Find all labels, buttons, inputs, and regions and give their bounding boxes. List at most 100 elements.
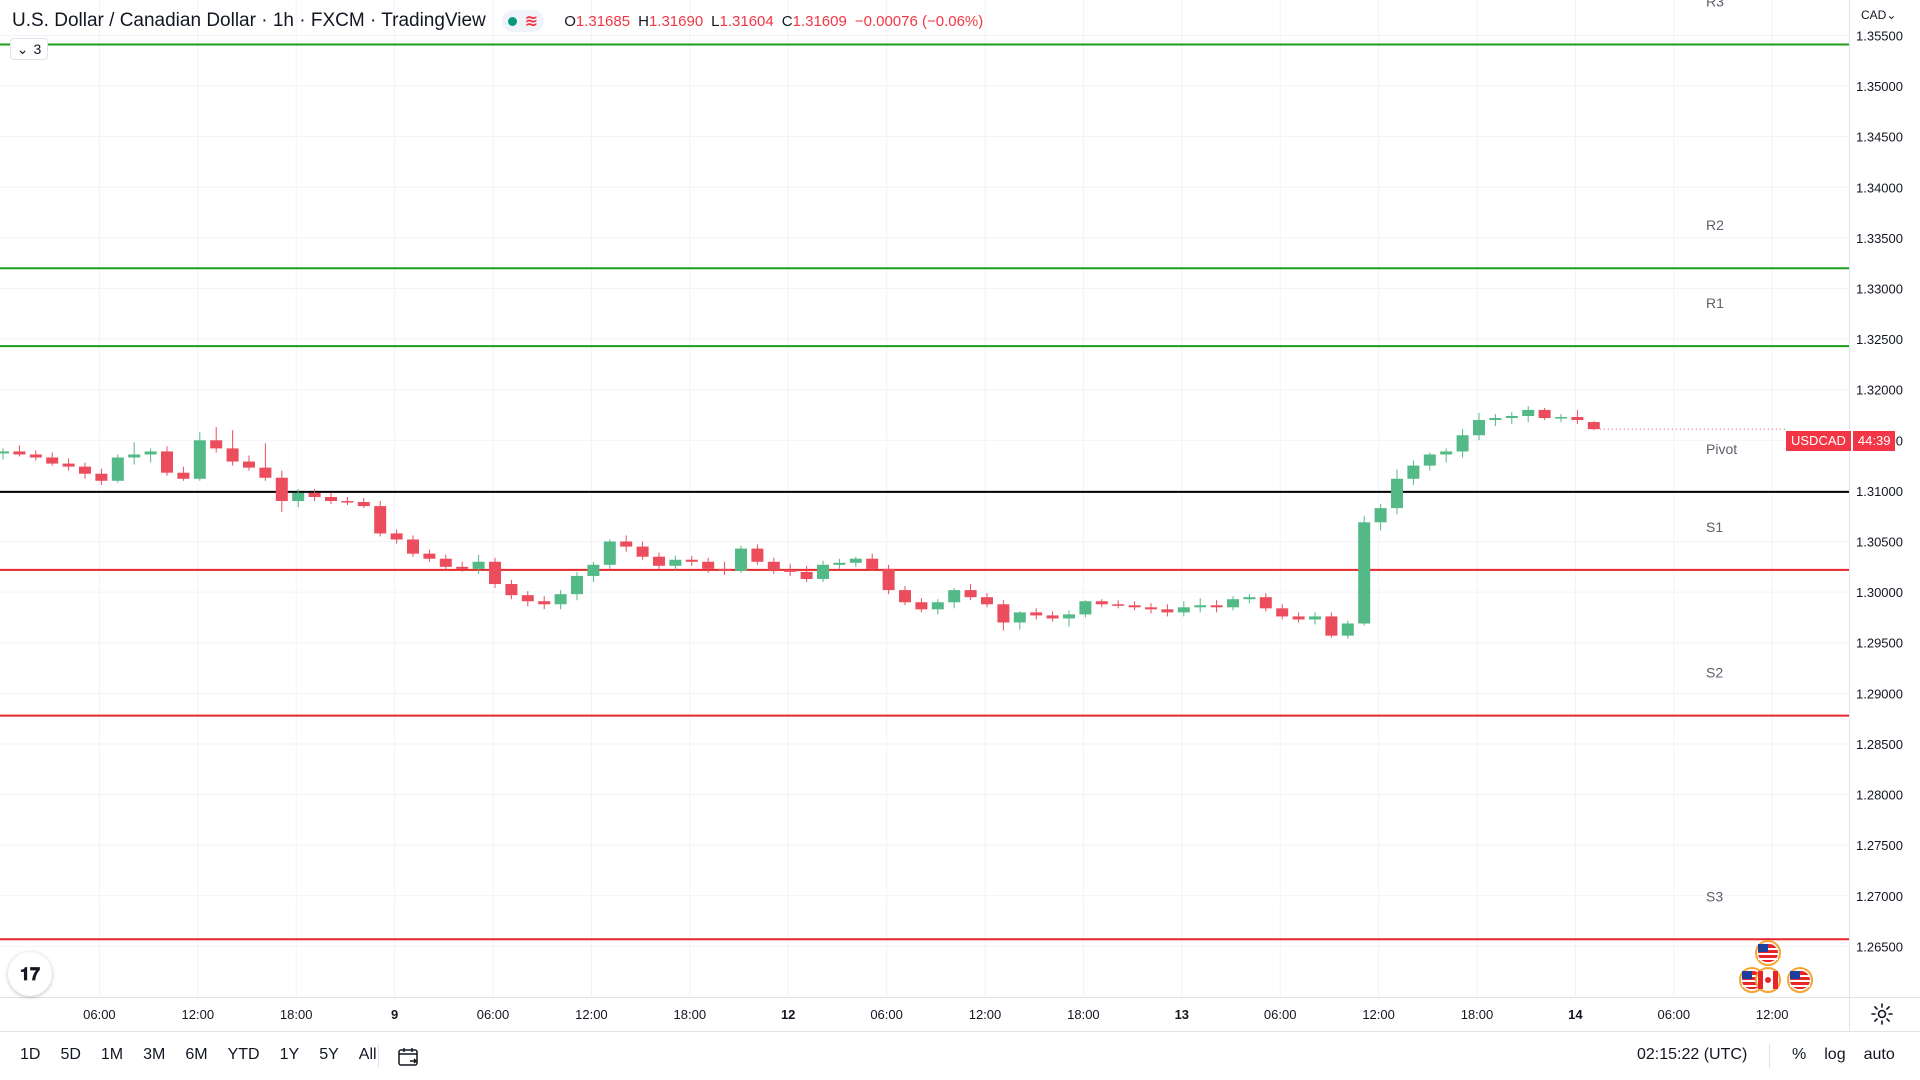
candle-body: [357, 502, 370, 507]
tradingview-logo-icon[interactable]: 𝟏𝟕: [8, 952, 52, 996]
scale-button-percent[interactable]: %: [1792, 1046, 1807, 1063]
candle: [833, 558, 846, 569]
candle-body: [571, 575, 583, 595]
pivot-label-r1: R1: [1706, 295, 1724, 311]
candle: [1440, 448, 1453, 463]
candle: [931, 599, 944, 615]
candle-body: [128, 454, 141, 458]
candle-body: [653, 556, 665, 566]
range-button-3m[interactable]: 3M: [143, 1046, 166, 1063]
candle: [685, 555, 698, 566]
candle: [1259, 593, 1272, 612]
economic-events[interactable]: [1739, 940, 1813, 993]
candle-body: [1440, 451, 1453, 455]
candle: [1079, 600, 1092, 618]
ca-flag-icon[interactable]: [1755, 967, 1781, 993]
candle-body: [1046, 615, 1059, 619]
price-tick-label: 1.28000: [1856, 788, 1903, 803]
candle: [997, 600, 1010, 631]
candle-body: [243, 461, 255, 468]
range-button-1d[interactable]: 1D: [20, 1046, 41, 1063]
candle-body: [1210, 605, 1223, 608]
calendar-range-icon[interactable]: [396, 1045, 420, 1069]
candle-body: [866, 558, 879, 569]
range-button-1y[interactable]: 1Y: [279, 1046, 300, 1063]
range-button-6m[interactable]: 6M: [185, 1046, 208, 1063]
candle-body: [1407, 465, 1420, 479]
candle: [1063, 610, 1075, 627]
candle: [1112, 600, 1125, 609]
candle: [636, 541, 649, 560]
range-button-5d[interactable]: 5D: [60, 1046, 81, 1063]
candle-body: [882, 568, 895, 591]
candle: [1243, 594, 1256, 604]
candle: [1538, 407, 1551, 421]
candle: [899, 586, 911, 606]
candle: [456, 561, 469, 572]
market-status[interactable]: ≋: [501, 10, 545, 32]
candle: [948, 588, 961, 609]
candle: [817, 560, 829, 583]
time-tick-label: 12:00: [1756, 1007, 1789, 1022]
candle-body: [1309, 616, 1321, 620]
candle: [275, 470, 288, 513]
scale-button-auto[interactable]: auto: [1863, 1046, 1895, 1063]
candle-body: [161, 451, 173, 473]
candle-body: [1587, 422, 1600, 430]
price-tick-label: 1.34000: [1856, 180, 1903, 195]
candle: [210, 427, 223, 453]
time-tick-label: 18:00: [280, 1007, 313, 1022]
candle-body: [1194, 605, 1207, 608]
candle: [1095, 599, 1108, 608]
scale-button-log[interactable]: log: [1824, 1046, 1846, 1063]
candle-body: [79, 466, 91, 474]
candle: [472, 554, 485, 574]
pivot-label-s3: S3: [1706, 888, 1723, 904]
price-axis: 1.35500 1.35000 1.34500 1.34000 1.33500 1.330…: [1856, 28, 1903, 954]
range-button-1m[interactable]: 1M: [100, 1046, 124, 1063]
symbol-title[interactable]: U.S. Dollar / Canadian Dollar · 1h · FXC…: [12, 10, 486, 31]
candle: [1407, 460, 1420, 485]
candle: [784, 563, 797, 576]
candle-body: [702, 561, 715, 569]
candle-body: [1095, 601, 1108, 605]
price-tick-label: 1.29500: [1856, 636, 1903, 651]
candle: [587, 561, 600, 583]
candle: [603, 539, 616, 569]
market-open-dot-icon: [507, 16, 517, 26]
candle: [128, 442, 141, 465]
candle: [177, 466, 190, 481]
price-tick-label: 1.33000: [1856, 281, 1903, 296]
candle-body: [685, 559, 698, 562]
scale-buttons: % log auto: [1792, 1046, 1895, 1064]
candle: [505, 579, 518, 600]
range-button-all[interactable]: All: [358, 1046, 377, 1063]
candle: [554, 590, 567, 610]
range-button-5y[interactable]: 5Y: [319, 1046, 339, 1063]
candle: [374, 501, 387, 537]
price-tick-label: 1.27000: [1856, 889, 1903, 904]
candle-body: [948, 590, 961, 603]
candle: [29, 450, 42, 461]
utc-clock[interactable]: 02:15:22 (UTC): [1637, 1046, 1748, 1063]
us-flag-icon[interactable]: [1755, 940, 1781, 966]
indicators-collapse-button[interactable]: ⌄ 3: [10, 38, 48, 60]
candle-body: [505, 584, 518, 596]
range-button-ytd[interactable]: YTD: [227, 1046, 260, 1063]
pivot-label-r2: R2: [1706, 217, 1724, 233]
candle: [521, 591, 534, 607]
currency-selector[interactable]: CAD⌄: [1861, 8, 1896, 22]
bottom-toolbar: 1D 5D 1M 3M 6M YTD 1Y 5Y All 02:15:22 (UTC) % log…: [0, 1031, 1920, 1080]
pivot-label-r3: R3: [1706, 0, 1724, 10]
candle-body: [784, 569, 797, 572]
price-chart[interactable]: 1.35500 1.35000 1.34500 1.34000 1.33500 1.330…: [0, 0, 1920, 1031]
candle-body: [521, 595, 534, 602]
toolbar-divider: [378, 1044, 379, 1068]
us-flag-icon[interactable]: [1787, 967, 1813, 993]
time-tick-label: 06:00: [1264, 1007, 1297, 1022]
candle-body: [1227, 599, 1239, 608]
gear-icon[interactable]: [1870, 1002, 1894, 1026]
time-tick-label: 18:00: [674, 1007, 707, 1022]
date-range-buttons: 1D 5D 1M 3M 6M YTD 1Y 5Y All: [20, 1046, 397, 1064]
candle: [1013, 611, 1026, 630]
